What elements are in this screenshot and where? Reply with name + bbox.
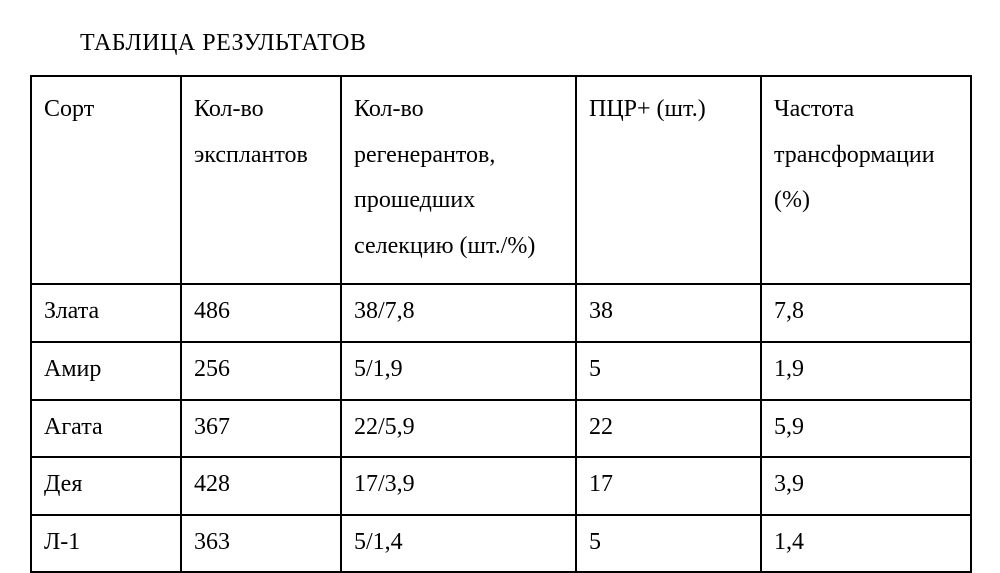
table-row: Агата 367 22/5,9 22 5,9: [31, 400, 971, 458]
cell-pcr: 17: [576, 457, 761, 515]
cell-regenerants: 17/3,9: [341, 457, 576, 515]
cell-pcr: 22: [576, 400, 761, 458]
cell-frequency: 1,9: [761, 342, 971, 400]
table-row: Л-1 363 5/1,4 5 1,4: [31, 515, 971, 573]
col-sort: Сорт: [31, 76, 181, 284]
col-pcr: ПЦР+ (шт.): [576, 76, 761, 284]
cell-regenerants: 22/5,9: [341, 400, 576, 458]
table-title: ТАБЛИЦА РЕЗУЛЬТАТОВ: [80, 30, 970, 57]
col-explants: Кол-во эксплантов: [181, 76, 341, 284]
table-row: Амир 256 5/1,9 5 1,9: [31, 342, 971, 400]
col-frequency: Частота трансформации (%): [761, 76, 971, 284]
cell-regenerants: 5/1,4: [341, 515, 576, 573]
header-row: Сорт Кол-во эксплантов Кол-во регенерант…: [31, 76, 971, 284]
cell-sort: Амир: [31, 342, 181, 400]
cell-sort: Л-1: [31, 515, 181, 573]
cell-explants: 486: [181, 284, 341, 342]
cell-sort: Агата: [31, 400, 181, 458]
col-regenerants: Кол-во регенерантов, прошедших селекцию …: [341, 76, 576, 284]
cell-pcr: 38: [576, 284, 761, 342]
cell-frequency: 5,9: [761, 400, 971, 458]
table-row: Злата 486 38/7,8 38 7,8: [31, 284, 971, 342]
cell-frequency: 7,8: [761, 284, 971, 342]
cell-pcr: 5: [576, 342, 761, 400]
cell-regenerants: 38/7,8: [341, 284, 576, 342]
cell-regenerants: 5/1,9: [341, 342, 576, 400]
results-table: Сорт Кол-во эксплантов Кол-во регенерант…: [30, 75, 972, 573]
table-row: Дея 428 17/3,9 17 3,9: [31, 457, 971, 515]
cell-explants: 256: [181, 342, 341, 400]
cell-sort: Злата: [31, 284, 181, 342]
cell-frequency: 3,9: [761, 457, 971, 515]
cell-frequency: 1,4: [761, 515, 971, 573]
cell-explants: 428: [181, 457, 341, 515]
cell-explants: 367: [181, 400, 341, 458]
cell-explants: 363: [181, 515, 341, 573]
cell-sort: Дея: [31, 457, 181, 515]
cell-pcr: 5: [576, 515, 761, 573]
